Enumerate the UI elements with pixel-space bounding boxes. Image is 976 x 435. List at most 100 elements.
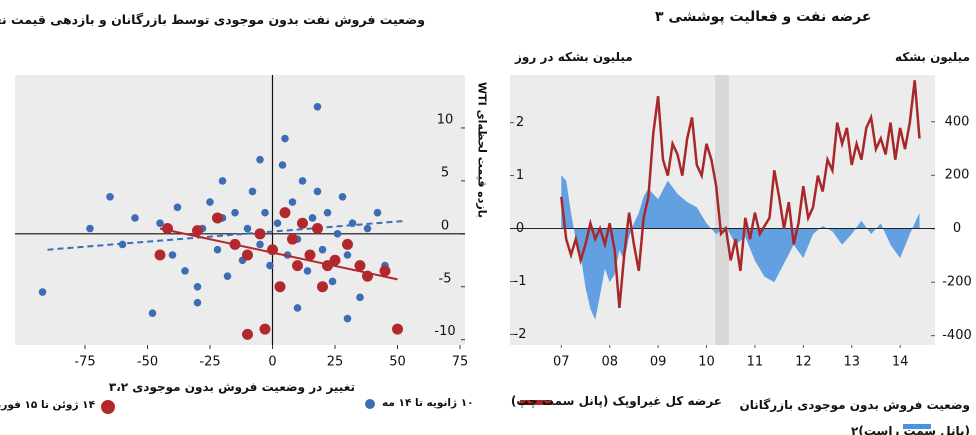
point [261,208,269,217]
point [259,323,271,335]
point [148,309,157,318]
point [154,249,166,261]
legend-marker [101,400,115,414]
legend-label: عرضه کل غیراوپک (پانل سمت چپ) [510,394,722,408]
point [254,228,266,240]
point [86,224,94,233]
x-axis-label: تغییر در وضعیت فروش بدون موجودی ۳،۲ [108,380,355,394]
point [303,267,312,275]
y-tick-label: 0 [441,218,449,233]
point [343,251,352,259]
point [206,198,214,206]
legend-swatch [520,400,552,405]
point [243,224,252,233]
x-tick-label: 07 [553,355,570,370]
point [342,238,353,250]
legend-marker [365,399,375,409]
point [328,277,337,286]
point [248,187,257,196]
point [292,260,303,272]
point [293,304,302,312]
y-tick-label: 10 [437,112,454,127]
x-tick-label: -50 [137,355,158,370]
point [287,233,298,245]
legend-label: ۱۰ ژانویه تا ۱۴ مه [382,397,474,409]
point [106,192,114,201]
legend-swatch [903,424,931,429]
point [274,281,286,293]
y-axis-label: میلیون بشکه در روز [515,50,633,64]
x-tick-label: 75 [452,355,469,370]
legend-label: وضعیت فروش بدون موجودی بازرگانان (پانل س… [739,398,970,435]
point [213,245,222,254]
point [273,219,282,228]
point [317,281,328,293]
point [231,208,239,217]
legend-label: ۱۴ ژوئن تا ۱۵ فوریه [0,399,95,411]
y2-tick-label: 200 [945,168,970,183]
shade-band [715,75,729,345]
x-tick-label: 11 [747,355,764,370]
point [312,223,323,235]
y-tick-label: -5 [439,271,452,286]
point [297,217,308,229]
point [308,214,317,222]
point [173,203,182,212]
point [354,260,366,272]
x-tick-label: 10 [698,355,715,370]
point [363,224,372,233]
y2-tick-label: -400 [942,328,972,343]
x-tick-label: -25 [199,355,220,370]
x-tick-label: 12 [795,355,812,370]
point [212,212,223,224]
y2-tick-label: 400 [945,114,970,129]
point [181,267,189,275]
point [223,272,232,280]
point [279,207,291,219]
x-tick-label: 14 [892,355,909,370]
point [156,219,164,228]
x-tick-label: 08 [601,355,618,370]
y2-tick-label: -200 [942,275,972,290]
point [288,198,297,206]
point [256,155,264,164]
x-tick-label: 09 [650,355,667,370]
point [256,240,264,249]
point [333,230,342,238]
area [561,175,920,320]
point [373,208,382,217]
x-tick-label: 0 [268,355,276,370]
x-tick-label: 50 [389,355,406,370]
point [313,187,322,196]
point [218,177,227,185]
right-title: عرضه نفت و فعالیت پوششی ۳ [655,9,872,25]
y-tick-label: 1 [516,168,524,183]
point [168,251,177,259]
y-tick-label: -10 [434,324,455,339]
x-tick-label: 25 [327,355,344,370]
y-axis-label: بازده قیمت لحظه‌ای WTI [475,82,489,218]
point [193,298,202,307]
y-tick-label: -1 [514,274,527,289]
y2-axis-label: میلیون بشکه [894,50,970,64]
point [323,208,332,217]
point [266,261,274,270]
point [38,288,47,296]
x-tick-label: 13 [843,355,860,370]
point [131,214,139,222]
trend-line [159,227,398,281]
line [560,80,921,309]
point [356,293,364,302]
y2-tick-label: 0 [953,221,961,236]
point [281,134,289,143]
x-tick-label: -75 [74,355,95,370]
left-title: وضعیت فروش نفت بدون موجودی توسط بازرگانا… [0,12,425,27]
point [318,245,327,254]
point [338,192,347,201]
point [313,102,322,111]
point [392,323,403,335]
point [379,265,391,277]
point [242,249,253,261]
